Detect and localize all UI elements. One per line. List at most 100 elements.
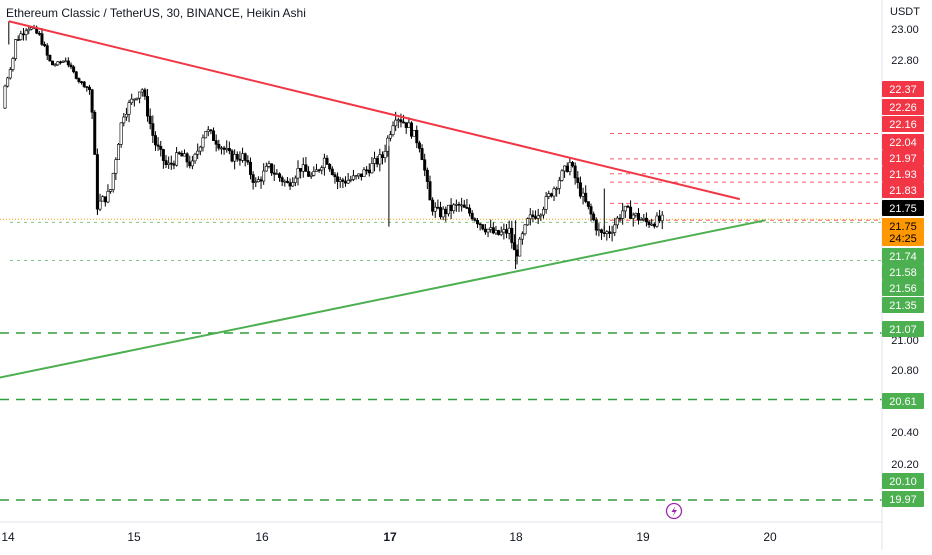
candle-body [644,217,648,223]
candle-body [555,188,559,190]
candle-body [565,165,569,172]
resistance-trendline [8,20,741,201]
price-tick-label: 23.00 [891,24,919,36]
candle-body [357,173,361,177]
candle-body [19,33,23,40]
candle-body [341,179,345,182]
candle-body [307,171,311,177]
candle-body [600,229,604,233]
candle-body [423,159,427,171]
candle-body [402,121,406,124]
candle-body [344,181,348,184]
price-label-badge [882,134,924,150]
candle-body [380,154,384,158]
candle-body [227,148,231,152]
symbol-title[interactable]: Ethereum Classic / TetherUS, 30, BINANCE… [6,6,306,20]
candle-body [114,159,118,174]
candle-body [486,229,490,233]
candle-body [507,227,511,234]
time-tick-label: 15 [127,530,141,544]
price-label-text: 21.93 [889,169,917,181]
price-tick-label: 20.40 [891,427,919,439]
price-label-text: 22.26 [889,102,917,114]
candle-body [238,158,242,161]
candle-body [568,162,572,172]
candle-body [53,64,57,67]
price-label-badge [882,150,924,166]
candle-body [196,150,200,155]
candle-body [64,60,68,63]
candle-body [520,233,524,240]
price-label-text: 21.56 [889,283,917,295]
candle-body [235,154,239,160]
candle-body [338,179,342,182]
candle-body [330,168,334,175]
price-label-text: 19.97 [889,494,917,506]
candle-body [560,170,564,181]
candle-body [167,162,171,165]
candle-body [642,217,646,220]
candle-body [552,188,556,197]
candle-body [460,204,464,207]
time-tick-label: 14 [1,530,15,544]
time-axis: 14 15 16 17 18 19 20 [0,521,882,544]
candle-body [267,163,271,167]
price-label-badge [882,81,924,97]
candle-body [499,231,503,235]
candle-body [212,130,216,141]
candle-body [365,169,369,172]
price-label-badge [882,230,924,246]
candle-body [531,214,535,217]
candle-body [444,208,448,215]
candle-body [470,212,474,220]
candle-body [523,224,527,235]
candle-body [367,169,371,174]
candle-body [293,177,297,183]
candle-body [138,91,142,99]
candle-body [161,149,165,161]
candle-body [159,146,163,150]
candle-body [325,157,329,165]
candle-body [43,44,47,46]
candle-body [169,162,173,165]
candle-body [143,89,147,97]
alert-marker[interactable] [665,502,683,520]
candle-body [177,152,181,154]
candle-body [135,97,139,100]
support-trendline [0,219,766,379]
price-label-badge [882,182,924,198]
candle-body [259,179,263,182]
candle-body [66,60,70,66]
candle-body [439,207,443,218]
candle-body [309,174,313,177]
candle-body [198,146,202,152]
candle-body [45,45,49,56]
candle-body [48,54,52,62]
currency-label[interactable]: USDT [890,6,920,18]
candle-body [615,217,619,226]
candle-body [481,224,485,230]
candle-body [336,176,340,182]
time-tick-label: 17 [383,530,397,544]
candle-body [93,111,97,155]
candle-body [658,215,662,222]
candle-body [605,231,609,234]
candle-body [547,193,551,197]
candle-body [475,220,479,225]
candle-body [72,66,76,73]
candle-body [80,81,84,83]
candle-body [629,206,633,219]
price-label-badge [882,99,924,115]
candle-body [370,163,374,174]
price-label-badge [882,297,924,313]
candle-body [362,169,366,178]
price-label-badge [882,200,924,216]
price-label-badge [882,166,924,182]
candle-body [280,177,284,182]
candle-body [526,218,530,226]
candle-body [468,207,472,214]
candle-body [124,113,128,118]
candle-body [359,173,363,178]
